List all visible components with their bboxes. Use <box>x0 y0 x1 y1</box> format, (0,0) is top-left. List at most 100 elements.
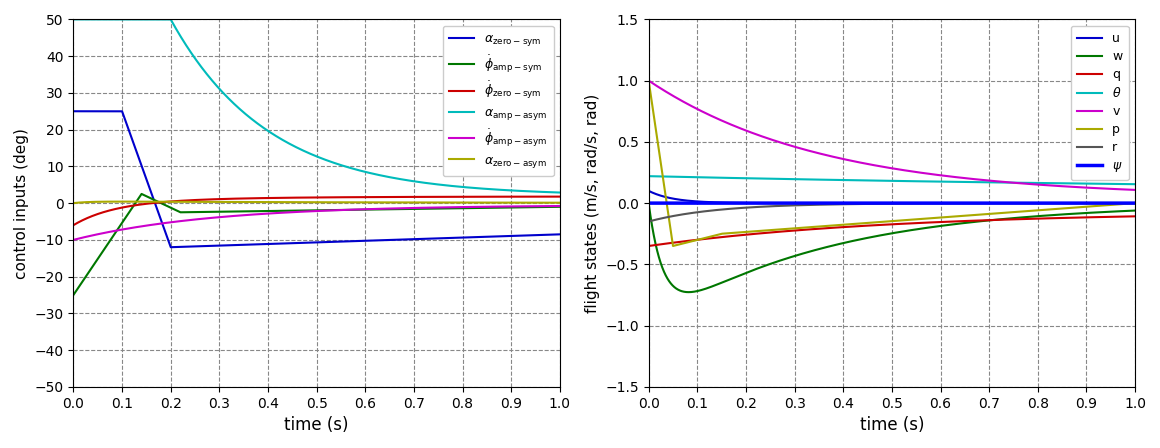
Legend: $\alpha$$_{\mathregular{zero-sym}}$, $\dot\phi$$_{\mathregular{amp-sym}}$, $\dot: $\alpha$$_{\mathregular{zero-sym}}$, $\d… <box>443 26 553 176</box>
r <box>878 201 892 207</box>
$\alpha$$_{\mathregular{zero-asym}}$ <box>303 199 317 205</box>
$\dot\phi$$_{\mathregular{amp-asym}}$ <box>538 203 552 209</box>
w <box>682 289 696 295</box>
w <box>1115 208 1129 214</box>
$\alpha$$_{\mathregular{zero-sym}}$ <box>66 108 80 114</box>
Line: v: v <box>648 81 1136 190</box>
$\theta$ <box>1024 180 1038 185</box>
q <box>667 240 681 246</box>
u <box>667 196 681 202</box>
$\alpha$$_{\mathregular{zero-asym}}$ <box>450 200 464 205</box>
$\dot\phi$$_{\mathregular{amp-asym}}$ <box>538 203 552 209</box>
$\alpha$$_{\mathregular{zero-asym}}$ <box>538 200 552 205</box>
$\alpha$$_{\mathregular{amp-asym}}$ <box>449 184 463 189</box>
$\psi$ <box>1114 200 1128 206</box>
$\alpha$$_{\mathregular{zero-sym}}$ <box>538 232 552 237</box>
$\dot\phi$$_{\mathregular{zero-sym}}$ <box>92 211 106 216</box>
$\theta$ <box>1114 181 1128 187</box>
$\dot\phi$$_{\mathregular{amp-asym}}$ <box>303 209 317 214</box>
$\theta$ <box>667 174 681 179</box>
$\dot\phi$$_{\mathregular{zero-sym}}$ <box>553 194 567 199</box>
X-axis label: time (s): time (s) <box>860 416 925 434</box>
Line: $\alpha$$_{\mathregular{zero-asym}}$: $\alpha$$_{\mathregular{zero-asym}}$ <box>73 202 560 203</box>
w <box>1114 208 1128 214</box>
$\psi$ <box>1024 200 1038 206</box>
$\alpha$$_{\mathregular{zero-sym}}$ <box>290 240 304 246</box>
p <box>1025 208 1039 213</box>
$\alpha$$_{\mathregular{amp-asym}}$ <box>538 190 552 195</box>
$\dot\phi$$_{\mathregular{amp-sym}}$ <box>66 292 80 297</box>
w <box>1129 208 1143 213</box>
$\theta$ <box>865 178 879 183</box>
u <box>1129 200 1143 206</box>
$\alpha$$_{\mathregular{amp-asym}}$ <box>303 151 317 156</box>
$\psi$ <box>1114 200 1128 206</box>
$\dot\phi$$_{\mathregular{zero-sym}}$ <box>290 195 304 200</box>
Line: q: q <box>648 216 1136 246</box>
Line: p: p <box>648 81 1136 246</box>
$\alpha$$_{\mathregular{amp-asym}}$ <box>290 145 304 151</box>
q <box>1114 214 1128 220</box>
v <box>1114 187 1128 192</box>
$\dot\phi$$_{\mathregular{amp-sym}}$ <box>290 208 304 213</box>
w <box>667 284 681 289</box>
$\dot\phi$$_{\mathregular{amp-sym}}$ <box>135 191 148 197</box>
$\dot\phi$$_{\mathregular{amp-asym}}$ <box>553 203 567 209</box>
r <box>641 219 655 224</box>
$\theta$ <box>878 178 892 183</box>
$\dot\phi$$_{\mathregular{amp-asym}}$ <box>92 232 106 237</box>
w <box>878 232 892 237</box>
q <box>1024 216 1038 221</box>
$\psi$ <box>641 200 655 206</box>
Line: r: r <box>648 203 1136 221</box>
$\dot\phi$$_{\mathregular{zero-sym}}$ <box>303 195 317 200</box>
p <box>878 219 892 224</box>
w <box>641 200 655 206</box>
q <box>878 222 892 227</box>
$\dot\phi$$_{\mathregular{zero-sym}}$ <box>538 194 552 199</box>
r <box>667 213 681 219</box>
q <box>1129 214 1143 219</box>
$\alpha$$_{\mathregular{zero-sym}}$ <box>92 108 106 114</box>
$\alpha$$_{\mathregular{amp-asym}}$ <box>553 190 567 195</box>
$\alpha$$_{\mathregular{zero-asym}}$ <box>66 200 80 206</box>
Line: $\dot\phi$$_{\mathregular{zero-sym}}$: $\dot\phi$$_{\mathregular{zero-sym}}$ <box>73 197 560 225</box>
p <box>1115 202 1129 207</box>
p <box>1114 202 1128 207</box>
v <box>667 94 681 99</box>
Legend: u, w, q, $\theta$, v, p, r, $\psi$: u, w, q, $\theta$, v, p, r, $\psi$ <box>1071 26 1129 180</box>
$\dot\phi$$_{\mathregular{amp-asym}}$ <box>290 209 304 215</box>
v <box>1024 181 1038 187</box>
$\theta$ <box>1129 181 1143 187</box>
$\psi$ <box>865 200 879 206</box>
p <box>641 78 655 83</box>
u <box>878 200 892 206</box>
$\alpha$$_{\mathregular{zero-sym}}$ <box>303 240 317 246</box>
r <box>1114 200 1128 206</box>
r <box>1024 201 1038 206</box>
q <box>1114 214 1128 219</box>
u <box>641 188 655 194</box>
Line: $\theta$: $\theta$ <box>648 176 1136 184</box>
Y-axis label: flight states (m/s, rad/s, rad): flight states (m/s, rad/s, rad) <box>585 94 600 313</box>
$\dot\phi$$_{\mathregular{zero-sym}}$ <box>66 223 80 228</box>
u <box>1114 200 1128 206</box>
w <box>865 234 879 240</box>
u <box>865 200 879 206</box>
$\alpha$$_{\mathregular{zero-sym}}$ <box>164 245 177 250</box>
$\dot\phi$$_{\mathregular{amp-sym}}$ <box>303 208 317 213</box>
$\dot\phi$$_{\mathregular{amp-sym}}$ <box>450 206 464 211</box>
$\dot\phi$$_{\mathregular{amp-sym}}$ <box>538 204 552 210</box>
p <box>667 243 681 249</box>
$\theta$ <box>1114 181 1128 187</box>
$\theta$ <box>641 173 655 179</box>
r <box>865 201 879 207</box>
$\alpha$$_{\mathregular{zero-asym}}$ <box>290 199 304 205</box>
$\alpha$$_{\mathregular{amp-asym}}$ <box>538 190 552 195</box>
Line: w: w <box>648 203 1136 292</box>
u <box>1024 200 1038 206</box>
$\alpha$$_{\mathregular{zero-asym}}$ <box>553 200 567 205</box>
$\alpha$$_{\mathregular{zero-sym}}$ <box>450 235 464 241</box>
Line: $\alpha$$_{\mathregular{zero-sym}}$: $\alpha$$_{\mathregular{zero-sym}}$ <box>73 111 560 247</box>
$\dot\phi$$_{\mathregular{amp-sym}}$ <box>539 204 553 210</box>
